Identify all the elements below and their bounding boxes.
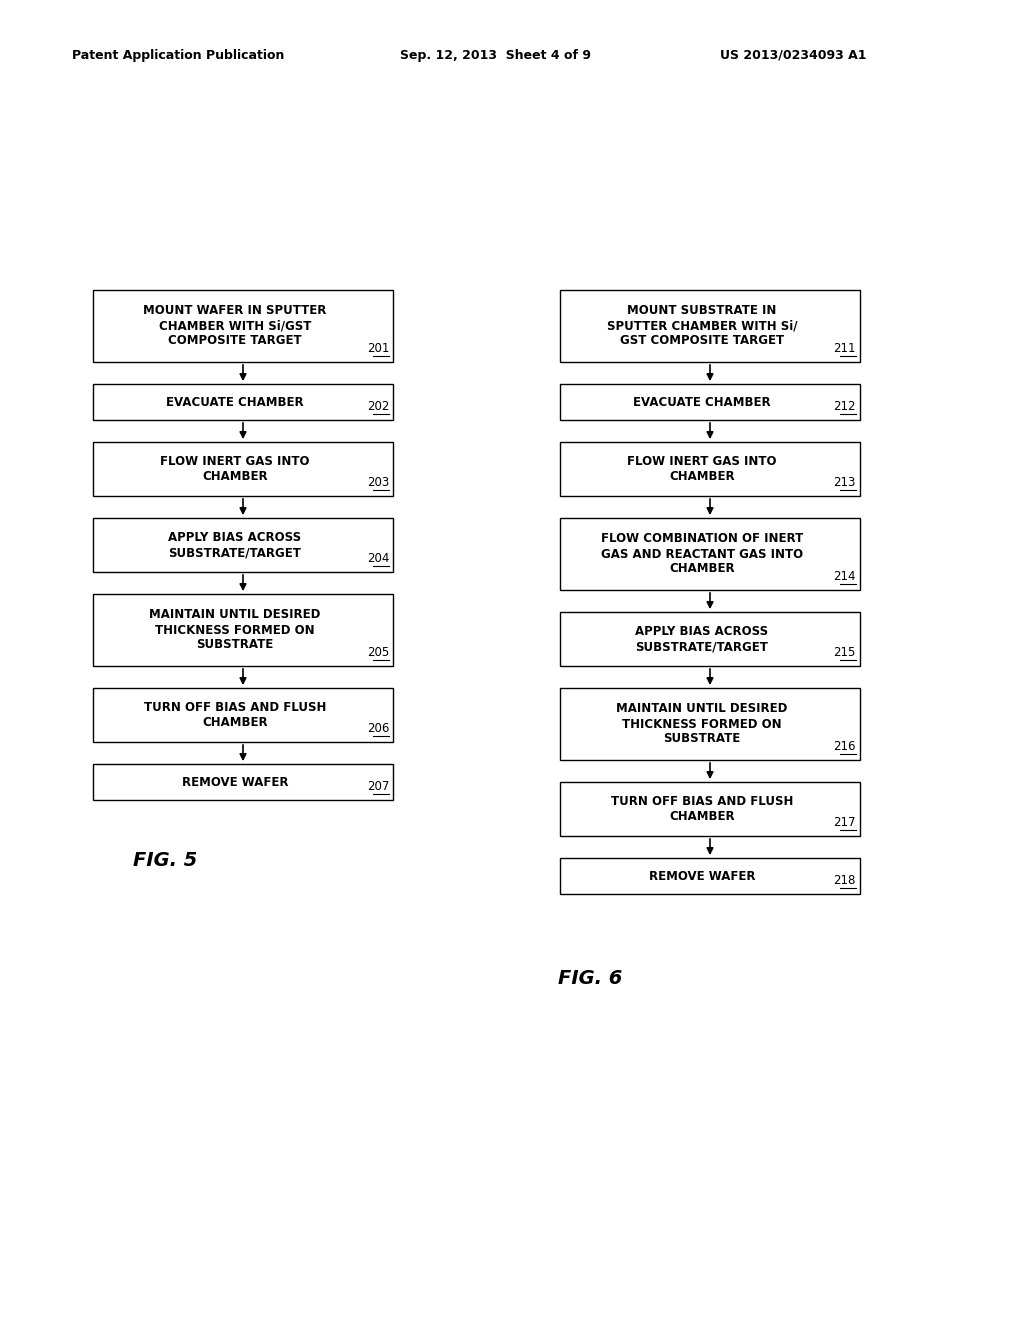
Bar xyxy=(560,858,860,894)
Text: REMOVE WAFER: REMOVE WAFER xyxy=(649,870,756,883)
Text: APPLY BIAS ACROSS
SUBSTRATE/TARGET: APPLY BIAS ACROSS SUBSTRATE/TARGET xyxy=(636,624,769,653)
Bar xyxy=(560,517,860,590)
Bar xyxy=(93,384,393,420)
Text: 207: 207 xyxy=(367,780,389,793)
Text: TURN OFF BIAS AND FLUSH
CHAMBER: TURN OFF BIAS AND FLUSH CHAMBER xyxy=(610,795,794,822)
Text: FLOW INERT GAS INTO
CHAMBER: FLOW INERT GAS INTO CHAMBER xyxy=(628,455,777,483)
Text: FLOW COMBINATION OF INERT
GAS AND REACTANT GAS INTO
CHAMBER: FLOW COMBINATION OF INERT GAS AND REACTA… xyxy=(601,532,803,576)
Bar xyxy=(560,612,860,667)
Bar xyxy=(93,594,393,667)
Bar xyxy=(560,781,860,836)
Text: 202: 202 xyxy=(367,400,389,413)
Bar xyxy=(93,442,393,496)
Text: 214: 214 xyxy=(834,570,856,583)
Bar xyxy=(560,384,860,420)
Text: 205: 205 xyxy=(367,645,389,659)
Text: REMOVE WAFER: REMOVE WAFER xyxy=(181,776,288,788)
Bar xyxy=(560,290,860,362)
Bar xyxy=(93,688,393,742)
Text: FIG. 5: FIG. 5 xyxy=(133,850,198,870)
Text: MAINTAIN UNTIL DESIRED
THICKNESS FORMED ON
SUBSTRATE: MAINTAIN UNTIL DESIRED THICKNESS FORMED … xyxy=(150,609,321,652)
Text: APPLY BIAS ACROSS
SUBSTRATE/TARGET: APPLY BIAS ACROSS SUBSTRATE/TARGET xyxy=(168,531,301,558)
Text: 201: 201 xyxy=(367,342,389,355)
Text: 217: 217 xyxy=(834,816,856,829)
Text: EVACUATE CHAMBER: EVACUATE CHAMBER xyxy=(166,396,304,408)
Text: 213: 213 xyxy=(834,477,856,488)
Text: 203: 203 xyxy=(367,477,389,488)
Bar xyxy=(560,688,860,760)
Text: 212: 212 xyxy=(834,400,856,413)
Text: 216: 216 xyxy=(834,741,856,752)
Bar xyxy=(93,517,393,572)
Text: 206: 206 xyxy=(367,722,389,735)
Text: 218: 218 xyxy=(834,874,856,887)
Text: US 2013/0234093 A1: US 2013/0234093 A1 xyxy=(720,49,866,62)
Text: MOUNT WAFER IN SPUTTER
CHAMBER WITH Si/GST
COMPOSITE TARGET: MOUNT WAFER IN SPUTTER CHAMBER WITH Si/G… xyxy=(143,305,327,347)
Text: TURN OFF BIAS AND FLUSH
CHAMBER: TURN OFF BIAS AND FLUSH CHAMBER xyxy=(143,701,327,729)
Text: Sep. 12, 2013  Sheet 4 of 9: Sep. 12, 2013 Sheet 4 of 9 xyxy=(400,49,591,62)
Text: MOUNT SUBSTRATE IN
SPUTTER CHAMBER WITH Si/
GST COMPOSITE TARGET: MOUNT SUBSTRATE IN SPUTTER CHAMBER WITH … xyxy=(607,305,798,347)
Text: Patent Application Publication: Patent Application Publication xyxy=(72,49,285,62)
Text: FLOW INERT GAS INTO
CHAMBER: FLOW INERT GAS INTO CHAMBER xyxy=(160,455,309,483)
Text: 204: 204 xyxy=(367,552,389,565)
Text: EVACUATE CHAMBER: EVACUATE CHAMBER xyxy=(633,396,771,408)
Bar xyxy=(93,764,393,800)
Bar xyxy=(560,442,860,496)
Text: 215: 215 xyxy=(834,645,856,659)
Bar xyxy=(93,290,393,362)
Text: 211: 211 xyxy=(834,342,856,355)
Text: FIG. 6: FIG. 6 xyxy=(558,969,623,989)
Text: MAINTAIN UNTIL DESIRED
THICKNESS FORMED ON
SUBSTRATE: MAINTAIN UNTIL DESIRED THICKNESS FORMED … xyxy=(616,702,787,746)
